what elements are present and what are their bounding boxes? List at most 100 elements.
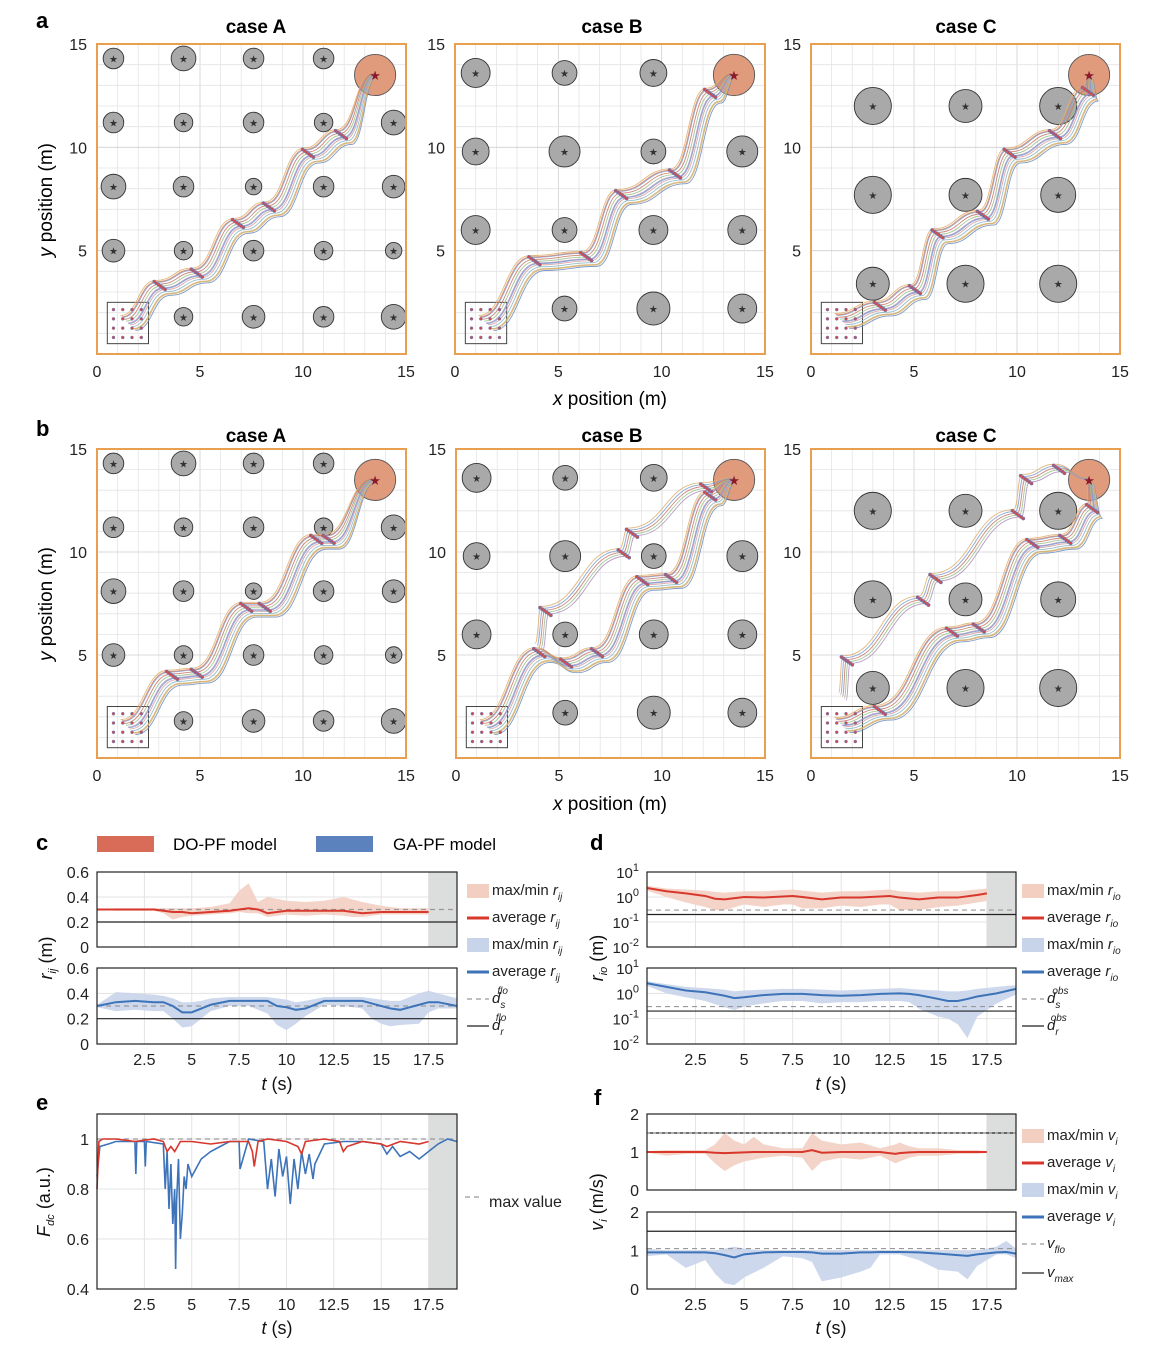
agent-start-marker <box>121 335 125 340</box>
agent-start-marker <box>853 307 858 312</box>
line-do-pf-average <box>97 907 429 915</box>
x-tick-label: 12.5 <box>318 1297 349 1314</box>
panel-e: 0.40.60.812.5 5 7.5 10 12.5 15 17.5 <box>67 1113 458 1314</box>
agent-marker <box>311 155 316 160</box>
axes-frame <box>646 1113 1017 1191</box>
x-tick-label: 17.5 <box>413 1297 444 1314</box>
obstacle <box>173 307 194 327</box>
agent-marker <box>1021 516 1026 521</box>
x-tick-label: 5 <box>555 768 564 785</box>
obstacle <box>241 709 266 733</box>
obstacle-center-star: ★ <box>389 651 398 662</box>
obstacle-center-star: ★ <box>389 247 398 258</box>
y-tick-label: 1 <box>80 1132 89 1149</box>
obstacle <box>460 215 491 245</box>
agent-start-marker <box>121 730 125 734</box>
x-tick-label: 0 <box>93 768 102 785</box>
legend-d-dr: drobs <box>1022 1013 1067 1038</box>
trajectory <box>845 75 1096 326</box>
map-b-case-a: ★ ★ ★ ★ ★ ★ ★ ★ ★ ★ ★ ★ ★ ★ ★ ★ ★ ★ ★ ★ ★ ★ ★ ★ 0 5 10 15 5 10 15 <box>69 442 415 785</box>
agent-start-marker <box>835 307 839 312</box>
agent-start-marker <box>844 335 848 340</box>
obstacle <box>101 238 126 263</box>
obstacle-center-star: ★ <box>961 507 970 518</box>
obstacle-center-star: ★ <box>472 474 481 485</box>
obstacle-center-star: ★ <box>319 651 328 662</box>
legend-label: average rio <box>1047 909 1119 930</box>
agent-marker <box>163 287 167 292</box>
obstacle <box>172 580 195 602</box>
obstacle-center-star: ★ <box>1054 595 1063 606</box>
obstacle <box>551 60 578 86</box>
agent-marker <box>883 308 888 312</box>
agent-marker <box>635 535 640 539</box>
obstacle-center-star: ★ <box>109 523 118 534</box>
trajectory <box>848 76 1098 328</box>
plot-frame <box>96 43 407 355</box>
obstacle-center-star: ★ <box>472 630 481 641</box>
obstacle <box>173 517 194 538</box>
obstacle-center-star: ★ <box>249 717 258 728</box>
x-tick-label: 7.5 <box>782 1052 804 1069</box>
obstacle <box>381 174 406 199</box>
agent-start-marker <box>825 730 830 734</box>
obstacle-center-star: ★ <box>560 147 569 158</box>
obstacle <box>313 112 334 133</box>
obstacle-center-star: ★ <box>179 717 188 728</box>
y-tick-label: 0 <box>80 1037 89 1054</box>
legend-swatch <box>1022 1183 1044 1197</box>
obstacle <box>384 241 403 260</box>
legend-label: average rij <box>492 963 561 984</box>
trajectory <box>842 479 1097 727</box>
agent-marker <box>542 654 547 659</box>
obstacle-center-star: ★ <box>961 684 970 695</box>
agent-start-marker <box>139 317 144 321</box>
agent-start-marker <box>470 730 475 734</box>
obstacle <box>636 291 671 326</box>
x-tick-label: 17.5 <box>971 1297 1002 1314</box>
y-tick-label: 5 <box>78 244 87 261</box>
obstacle <box>639 463 668 492</box>
obstacle-center-star: ★ <box>109 459 118 470</box>
agent-marker <box>986 217 991 222</box>
legend-c-ga-avg: average rij <box>467 963 561 984</box>
obstacle-center-star: ★ <box>1054 191 1063 202</box>
agent-marker <box>332 541 336 546</box>
obstacle <box>242 452 265 475</box>
obstacle <box>853 491 892 530</box>
legend-e-max-value: max value <box>465 1194 562 1211</box>
x-tick-label: 15 <box>397 768 415 785</box>
goal-star: ★ <box>1083 473 1095 488</box>
obstacle <box>552 621 578 648</box>
xlabel-e: t (s) <box>261 1318 292 1338</box>
trajectory <box>835 477 1090 720</box>
obstacle-center-star: ★ <box>179 183 188 194</box>
goal-star: ★ <box>1083 68 1095 83</box>
obstacle-center-star: ★ <box>109 587 118 598</box>
x-tick-label: 0 <box>452 768 461 785</box>
line-ga-pf-average <box>96 999 458 1014</box>
x-tick-label: 5 <box>554 364 563 381</box>
obstacle <box>636 695 671 730</box>
obstacle <box>242 516 265 539</box>
obstacle <box>948 177 983 212</box>
obstacle-center-star: ★ <box>179 247 188 258</box>
obstacle-center-star: ★ <box>471 147 480 158</box>
agent-start-marker <box>479 317 483 321</box>
agent-marker <box>941 235 945 240</box>
obstacle <box>640 138 667 165</box>
agent-start-marker <box>825 317 830 321</box>
obstacle-center-star: ★ <box>868 280 877 291</box>
legend-f-vflo: vflo <box>1022 1235 1066 1256</box>
agent-marker <box>1062 471 1067 476</box>
obstacle <box>948 89 983 123</box>
agent-start-marker <box>825 307 830 312</box>
y-tick-label: 10 <box>428 545 446 562</box>
trajectory <box>134 480 377 734</box>
agent-start-marker <box>853 711 858 716</box>
x-tick-label: 7.5 <box>228 1052 250 1069</box>
agent-start-marker <box>121 711 125 716</box>
legend-swatch <box>467 938 489 952</box>
obstacle <box>241 305 266 329</box>
